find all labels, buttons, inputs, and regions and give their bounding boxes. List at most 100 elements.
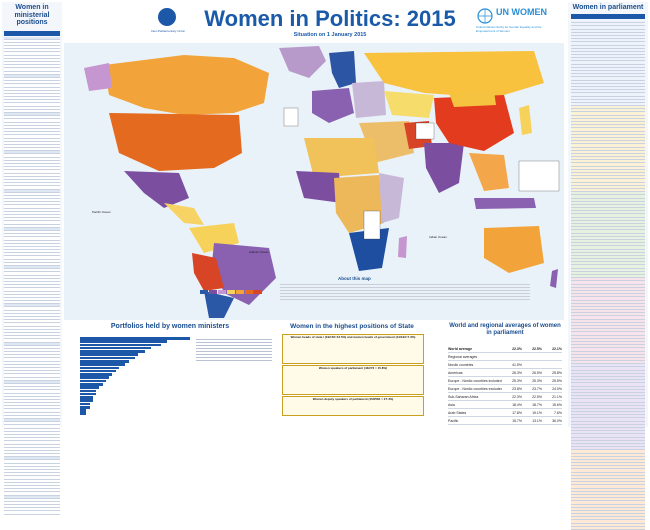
parliament-list-row <box>571 408 645 413</box>
ministerial-list-row <box>4 110 60 113</box>
ministerial-list-row <box>4 119 60 123</box>
portfolios-section: Portfolios held by women ministers <box>66 323 274 427</box>
ministerial-list-row <box>4 154 60 158</box>
regional-cell-region: Asia <box>448 402 455 407</box>
parliament-list-row <box>571 208 645 212</box>
parliament-list-row <box>571 335 645 339</box>
parliament-list-row <box>571 243 645 247</box>
ministerial-list-row <box>4 330 60 333</box>
portfolio-bar <box>80 399 93 402</box>
ministerial-list-row <box>4 100 60 104</box>
parliament-list-row <box>571 173 645 177</box>
ministerial-list-row <box>4 378 60 381</box>
ministerial-list-row <box>4 244 60 247</box>
portfolio-bar <box>80 376 110 379</box>
portfolio-bar <box>80 359 129 363</box>
regional-cell-v1: 41.5% <box>512 362 522 367</box>
parliament-list-row <box>571 179 645 183</box>
portfolios-bar-chart <box>80 337 200 416</box>
parliament-list-row <box>571 157 645 161</box>
ministerial-list-row <box>4 43 60 47</box>
parliament-list-row <box>571 389 645 393</box>
parliament-list-row <box>571 252 645 256</box>
regional-averages-title: World and regional averages of women in … <box>449 323 561 336</box>
map-central-america <box>164 203 204 225</box>
parliament-list-row <box>571 230 645 234</box>
parliament-list-row <box>571 361 645 365</box>
ministerial-list-row <box>4 234 60 238</box>
parliament-list-row <box>571 271 645 275</box>
parliament-list-row <box>571 233 645 237</box>
ministerial-list-row <box>4 212 60 215</box>
ministerial-list-row <box>4 409 60 413</box>
ministerial-list-row <box>4 202 60 206</box>
parliament-list-row <box>571 364 645 368</box>
regional-cell-region: Regional averages <box>448 354 478 359</box>
regional-cell-v1: 18.4% <box>512 402 522 407</box>
parliament-list-row <box>571 290 645 295</box>
parliament-list-row <box>571 77 645 81</box>
regional-cell-v3: 15.6% <box>552 402 562 407</box>
world-map: Pacific Ocean Atlantic Ocean Indian Ocea… <box>64 43 564 320</box>
ministerial-list-row <box>4 49 60 53</box>
parliament-list-row <box>571 153 645 158</box>
portfolio-bar <box>80 340 168 343</box>
parliament-list-row <box>571 278 645 282</box>
parliament-list-row <box>571 259 645 263</box>
map-east-africa <box>379 173 404 223</box>
ministerial-country-list <box>4 36 60 515</box>
map-usa <box>109 113 242 171</box>
ministerial-list-row <box>4 148 60 152</box>
portfolio-bar <box>80 337 190 340</box>
parliament-list-row <box>571 90 645 94</box>
parliament-list-row <box>571 211 645 215</box>
ministerial-list-row <box>4 180 60 184</box>
regional-cell-v1: 17.8% <box>512 410 522 415</box>
parliament-list-row <box>571 239 645 244</box>
ministerial-list-row <box>4 272 60 276</box>
ministerial-list-row <box>4 317 60 321</box>
parliament-panel-title: Women in parliament <box>572 4 644 11</box>
ministerial-list-row <box>4 282 60 286</box>
ministerial-list-row <box>4 164 60 168</box>
parliament-list-row <box>571 185 645 189</box>
parliament-list-row <box>571 147 645 151</box>
regional-cell-region: Pacific <box>448 418 459 423</box>
portfolio-bar <box>80 366 119 370</box>
ministerial-list-row <box>4 205 60 209</box>
parliament-list-row <box>571 160 645 164</box>
parliament-list-row <box>571 74 645 78</box>
map-kazakhstan <box>384 91 434 118</box>
parliament-list-row <box>571 150 645 154</box>
regional-cell-v1: 22.3% <box>512 394 522 399</box>
parliament-list-row <box>571 329 645 333</box>
ministerial-list-row <box>4 279 60 282</box>
parliament-list-row <box>571 115 645 119</box>
portfolio-bar <box>80 350 145 353</box>
regional-cell-v2: 18.7% <box>532 402 542 407</box>
parliament-list-row <box>571 415 645 419</box>
portfolio-bar <box>80 405 90 409</box>
ministerial-list-row <box>4 349 60 353</box>
ministerial-list-row <box>4 174 60 177</box>
regional-cell-v1: 15.7% <box>512 418 522 423</box>
regional-cell-v1: 23.8% <box>512 386 522 391</box>
portfolio-bar <box>80 389 97 393</box>
regional-cell-v3: 22.1% <box>552 346 562 351</box>
portfolio-bar <box>80 379 106 383</box>
regional-row: Nordic countries 41.5% <box>448 361 562 369</box>
ministerial-list-row <box>4 209 60 212</box>
parliament-list-row <box>571 351 645 355</box>
regional-row: Pacific 15.7% 13.1% 36.0% <box>448 417 562 425</box>
portfolio-bar <box>80 343 161 347</box>
ministerial-list-row <box>4 307 60 311</box>
regional-row: Europe - Nordic countries included 25.3% 2… <box>448 377 562 385</box>
ministerial-list-row <box>4 74 60 78</box>
regional-cell-region: World average <box>448 346 473 351</box>
ministerial-list-row <box>4 358 60 362</box>
regional-cell-v2: 25.3% <box>532 378 542 383</box>
ministerial-list-row <box>4 183 60 187</box>
regional-cell-v3: 25.5% <box>552 378 562 383</box>
ministerial-list-row <box>4 145 60 149</box>
ministerial-list-row <box>4 78 60 82</box>
